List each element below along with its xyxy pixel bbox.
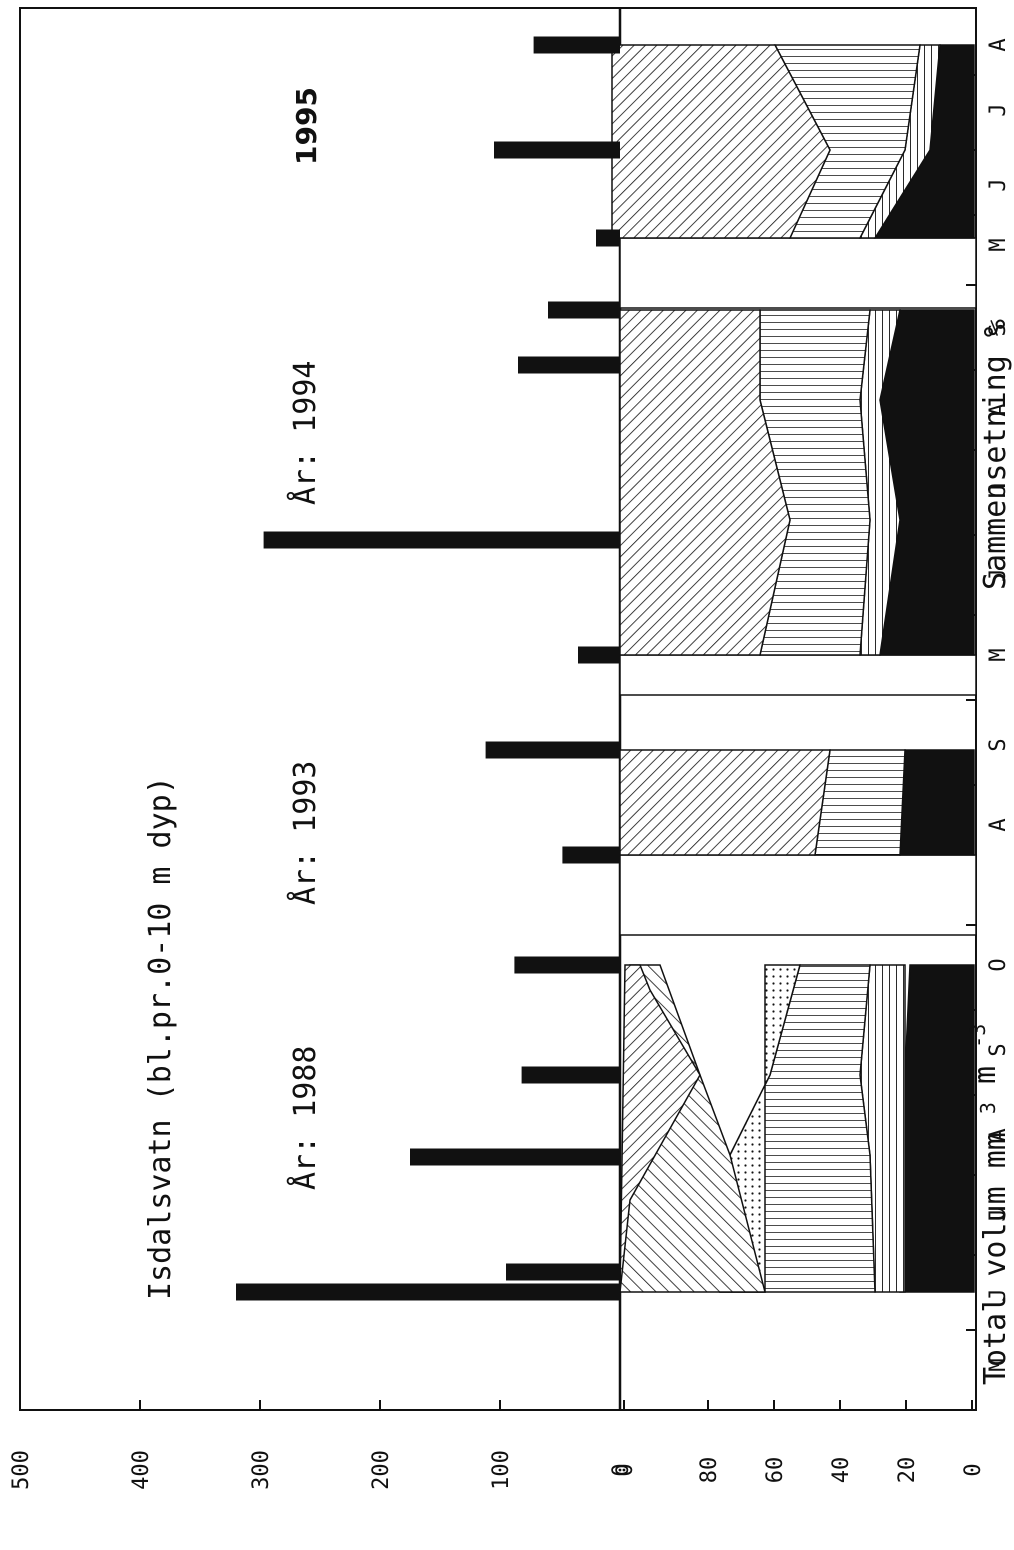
y-tick-label-composition: 40	[829, 1457, 854, 1484]
y-tick-label-composition: 80	[697, 1457, 722, 1484]
volume-bar	[548, 301, 620, 319]
y-tick-label-total: 0	[609, 1463, 634, 1476]
label-1994: År: 1994	[287, 361, 323, 506]
y-tick-label-composition: 20	[895, 1457, 920, 1484]
x-tick-label-month: J	[986, 1208, 1011, 1221]
volume-bar	[518, 356, 620, 374]
volume-bar	[533, 36, 620, 54]
y-tick-label-total: 500	[9, 1450, 34, 1490]
y-tick-label-total: 300	[249, 1450, 274, 1490]
band-1994	[619, 654, 977, 696]
y-tick-label-total: 200	[369, 1450, 394, 1490]
y-tick-label-total: 100	[489, 1450, 514, 1490]
x-tick-label-month: S	[986, 1043, 1011, 1056]
ylabel-text: Total volum mm	[978, 1132, 1013, 1385]
volume-bar	[514, 956, 620, 974]
x-tick-label-month: M	[986, 1358, 1011, 1371]
y-tick-label-composition: 0	[961, 1463, 986, 1476]
x-tick-label-month: M	[986, 648, 1011, 661]
volume-bar	[596, 229, 620, 247]
ylabel-unit-m: m	[968, 1066, 1003, 1084]
ylabel-unit-exp: -3	[966, 1024, 990, 1048]
x-tick-label-month: O	[986, 958, 1011, 971]
band-1993	[619, 854, 977, 936]
x-tick-label-month: A	[986, 403, 1011, 416]
chart-title: Isdalsvatn (bl.pr.0-10 m dyp)	[143, 776, 178, 1300]
y-tick-label-total: 400	[129, 1450, 154, 1490]
x-tick-label-month: J	[986, 568, 1011, 581]
x-tick-label-month: S	[986, 738, 1011, 751]
x-tick-label-month: J	[986, 1288, 1011, 1301]
y-tick-label-composition: 60	[763, 1457, 788, 1484]
volume-bar	[521, 1066, 620, 1084]
volume-bar	[410, 1148, 620, 1166]
x-tick-label-month: J	[986, 178, 1011, 191]
y-axis-title-composition: Sammensetning %	[978, 319, 1013, 590]
x-tick-label-month: S	[986, 323, 1011, 336]
volume-bar	[562, 846, 620, 864]
y-axis-title-total: Total volum mm 3 m -3	[966, 1024, 1013, 1385]
volume-bar	[485, 741, 620, 759]
plot-frame	[19, 7, 977, 1411]
label-1995: 1995	[290, 87, 323, 165]
band-1995	[619, 237, 977, 309]
volume-bar	[494, 141, 620, 159]
volume-bar	[506, 1263, 620, 1281]
x-tick-label-month: A	[986, 38, 1011, 51]
volume-bar	[236, 1283, 620, 1301]
x-tick-label-month: M	[986, 238, 1011, 251]
volume-bar	[578, 646, 620, 664]
label-1993: År: 1993	[287, 761, 323, 906]
y-tick-label-composition: 0	[613, 1463, 638, 1476]
x-tick-label-month: J	[986, 103, 1011, 116]
x-tick-label-month: J	[986, 483, 1011, 496]
label-1988: År: 1988	[287, 1046, 323, 1191]
ylabel-unit-main: 3	[976, 1102, 1000, 1114]
x-tick-label-month: A	[986, 1128, 1011, 1141]
composition-areas	[611, 44, 975, 1293]
volume-bar	[263, 531, 620, 549]
x-tick-label-month: A	[986, 818, 1011, 831]
